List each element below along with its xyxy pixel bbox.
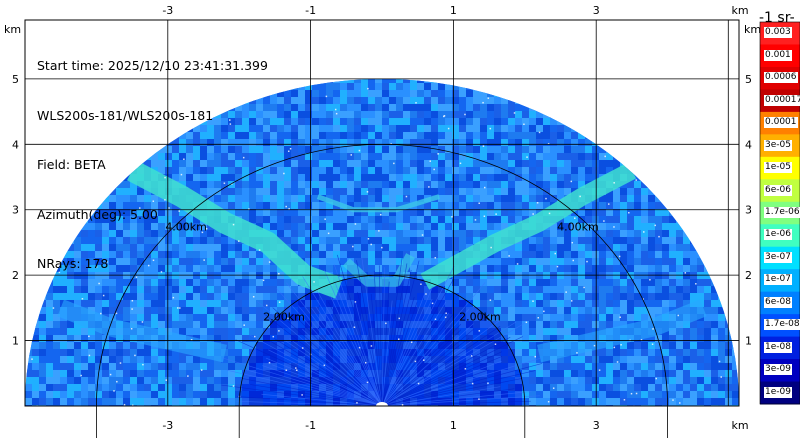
- colorbar-tick-label: 0.0001: [764, 117, 798, 129]
- y-unit-label: km: [4, 23, 21, 36]
- range-ring: [238, 274, 526, 438]
- x-tick-label: -3: [162, 4, 173, 17]
- colorbar-tick-label: 1e-08: [764, 341, 792, 353]
- colorbar-tick-label: 3e-07: [764, 251, 792, 263]
- y-tick-label: 1: [745, 335, 752, 348]
- nrays-text: NRays: 178: [37, 256, 109, 271]
- y-tick-label: 4: [12, 138, 19, 151]
- x-tick-label: -1: [305, 419, 316, 432]
- y-tick-label: 1: [12, 335, 19, 348]
- colorbar-tick-label: 1e-07: [764, 274, 792, 286]
- colorbar-title: -1 sr-: [759, 10, 795, 26]
- start-time-text: Start time: 2025/12/10 23:41:31.399: [37, 58, 268, 73]
- x-tick-label: -1: [305, 4, 316, 17]
- x-tick-label: -3: [162, 419, 173, 432]
- colorbar-tick-label: 1.7e-08: [764, 319, 800, 331]
- range-ring-label: 4.00km: [557, 221, 599, 234]
- colorbar-tick-label: 1e-06: [764, 229, 792, 241]
- colorbar-tick-label: 1e-09: [764, 386, 792, 398]
- colorbar-tick-label: 1.7e-06: [764, 207, 800, 218]
- x-tick-label: 1: [450, 419, 457, 432]
- range-rings: 2.00km 2.00km 4.00km 4.00km: [96, 143, 668, 438]
- colorbar-tick-label: 6e-08: [764, 296, 792, 308]
- range-ring: [96, 143, 668, 438]
- y-tick-label: 3: [745, 204, 752, 217]
- y-tick-label: 5: [745, 73, 752, 86]
- colorbar-tick-label: 1e-05: [764, 162, 792, 174]
- colorbar-tick-label: 0.0006: [764, 72, 798, 84]
- colorbar-tick-label: 0.001: [764, 49, 792, 61]
- axis-labels: -3 -3 -1 -1 1 1 3 3 1 1 2 2 3 3 4 4 5 5 km km km km: [4, 4, 761, 432]
- colorbar-tick-label: 0.003: [764, 27, 792, 39]
- colorbar-tick-label: 3e-05: [764, 139, 792, 151]
- x-tick-label: 1: [450, 4, 457, 17]
- y-tick-label: 4: [745, 138, 752, 151]
- y-tick-label: 5: [12, 73, 19, 86]
- colorbar-tick-label: 6e-06: [764, 184, 792, 196]
- y-tick-label: 2: [745, 269, 752, 282]
- info-panel: Start time: 2025/12/10 23:41:31.399 WLS2…: [37, 25, 268, 289]
- x-tick-label: 3: [593, 4, 600, 17]
- x-tick-label: 3: [593, 419, 600, 432]
- field-text: Field: BETA: [37, 157, 106, 172]
- colorbar-tick-label: 0.00017: [764, 94, 800, 106]
- y-unit-label: km: [744, 23, 761, 36]
- x-unit-label: km: [731, 4, 748, 17]
- y-tick-label: 2: [12, 269, 19, 282]
- azimuth-text: Azimuth(deg): 5.00: [37, 206, 158, 222]
- range-ring-label: 2.00km: [263, 310, 305, 323]
- x-unit-label: km: [731, 419, 748, 432]
- range-ring-label: 4.00km: [165, 221, 207, 234]
- plot-area: 2.00km 2.00km 4.00km 4.00km: [24, 19, 740, 438]
- range-ring-label: 2.00km: [459, 310, 501, 323]
- colorbar-tick-label: 3e-09: [764, 364, 792, 376]
- instrument-text: WLS200s-181/WLS200s-181: [37, 107, 214, 123]
- y-tick-label: 3: [12, 204, 19, 217]
